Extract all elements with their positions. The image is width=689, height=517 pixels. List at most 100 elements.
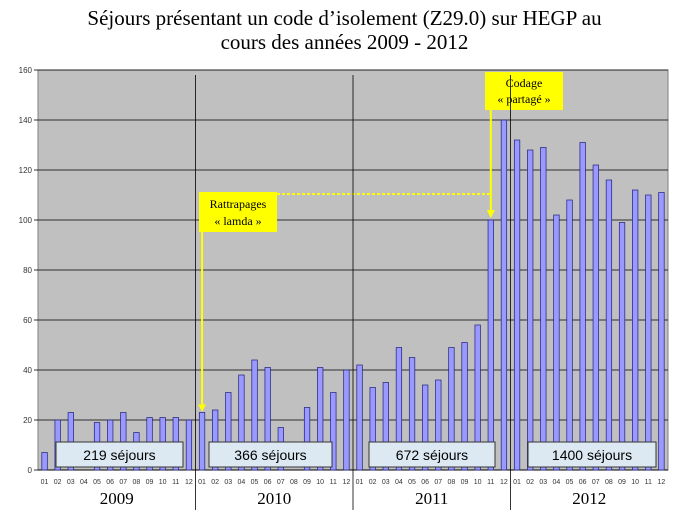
month-label-2010-11: 11 [330,479,337,486]
month-label-2010-10: 10 [316,479,324,486]
year-label-2010: 2010 [257,489,291,508]
month-label-2009-02: 02 [54,479,62,486]
bar-2010-05 [251,359,258,471]
bar-2012-10 [632,189,639,471]
month-label-2011-10: 10 [474,479,482,486]
month-label-2012-07: 07 [592,479,600,486]
month-label-2010-07: 07 [277,479,285,486]
bar-2012-08 [605,179,613,471]
month-label-2009-03: 03 [67,479,75,486]
bar-2009-01 [41,452,48,471]
bar-2009-12 [185,419,193,471]
total-label-2010: 366 séjours [234,447,306,463]
month-label-2011-02: 02 [369,479,377,486]
month-label-2011-07: 07 [434,479,442,486]
month-label-2011-05: 05 [408,479,416,486]
bar-2010-03 [225,392,232,471]
y-tick-label-20: 20 [23,416,32,425]
bar-2011-09 [461,342,468,471]
bar-2012-12 [658,192,665,471]
month-label-2010-01: 01 [198,479,206,486]
total-box-2011 [368,441,496,468]
bar-2009-07 [120,412,127,471]
bar-2012-03 [540,147,547,471]
bar-2011-08 [448,347,455,471]
total-label-2012: 1400 séjours [552,447,632,463]
month-label-2012-11: 11 [645,479,652,486]
bar-2010-11 [330,392,337,471]
month-label-2012-06: 06 [579,479,587,486]
month-label-2012-04: 04 [553,479,561,486]
annotation-box-rattrapages [199,192,277,232]
chart-title: Séjours présentant un code d’isolement (… [0,6,689,54]
bar-2011-01 [356,364,363,471]
month-label-2012-09: 09 [618,479,626,486]
total-box-2012 [527,441,657,468]
total-label-2009: 219 séjours [83,447,155,463]
month-label-2010-08: 08 [290,479,298,486]
bar-2012-07 [592,164,599,471]
y-tick-label-80: 80 [23,266,32,275]
total-box-2010 [208,441,333,468]
bar-2010-09 [303,407,311,471]
month-label-2009-07: 07 [119,479,127,486]
bar-2012-09 [618,222,626,471]
bar-2010-10 [317,367,324,471]
month-label-2012-03: 03 [539,479,547,486]
bar-2010-06 [264,367,271,471]
annotation-codage-line-1: Codage [506,76,543,90]
month-label-2010-05: 05 [251,479,259,486]
month-label-2010-04: 04 [238,479,246,486]
month-label-2011-03: 03 [382,479,390,486]
total-box-2009 [55,441,184,468]
bar-2010-04 [238,374,245,471]
chart-title-line-2: cours des années 2009 - 2012 [220,30,469,54]
year-label-2011: 2011 [415,489,448,508]
month-label-2010-03: 03 [224,479,232,486]
annotation-arrowhead-codage [486,210,495,218]
month-label-2009-06: 06 [106,479,114,486]
annotation-rattrapages-line-2: « lamda » [214,214,261,228]
month-label-2012-08: 08 [605,479,613,486]
month-label-2010-12: 12 [343,479,351,486]
month-label-2011-09: 09 [461,479,469,486]
annotation-box-codage [485,72,563,110]
bar-2012-11 [645,194,652,471]
month-label-2011-12: 12 [500,479,508,486]
month-label-2011-01: 01 [356,479,364,486]
bar-2012-05 [566,199,573,471]
month-label-2011-11: 11 [487,479,494,486]
year-label-2009: 2009 [100,489,134,508]
month-label-2010-02: 02 [211,479,219,486]
bar-2011-10 [474,324,481,471]
month-label-2009-08: 08 [133,479,141,486]
bar-2011-03 [382,382,389,471]
month-label-2012-02: 02 [526,479,534,486]
month-label-2009-04: 04 [80,479,88,486]
year-label-2012: 2012 [572,489,606,508]
y-tick-label-120: 120 [19,166,33,175]
bar-2012-04 [553,214,560,471]
annotation-arrowhead-rattrapages [198,404,207,412]
y-tick-label-40: 40 [23,366,32,375]
bar-2011-11 [487,219,494,471]
bar-2011-07 [435,379,442,471]
y-tick-label-160: 160 [19,66,33,75]
bar-2011-06 [422,384,429,471]
month-label-2011-06: 06 [421,479,429,486]
annotation-rattrapages-line-1: Rattrapages [210,197,267,211]
month-label-2009-12: 12 [185,479,193,486]
month-label-2012-01: 01 [513,479,521,486]
month-label-2010-06: 06 [264,479,272,486]
bar-2011-04 [395,347,403,471]
month-label-2009-11: 11 [172,479,179,486]
annotation-codage-line-2: « partagé » [497,92,550,106]
chart-title-line-1: Séjours présentant un code d’isolement (… [87,6,602,30]
month-label-2012-12: 12 [658,479,666,486]
bar-2009-03 [67,412,74,471]
bar-2012-06 [579,142,586,471]
y-tick-label-60: 60 [23,316,32,325]
month-label-2012-10: 10 [631,479,639,486]
month-label-2011-08: 08 [448,479,456,486]
